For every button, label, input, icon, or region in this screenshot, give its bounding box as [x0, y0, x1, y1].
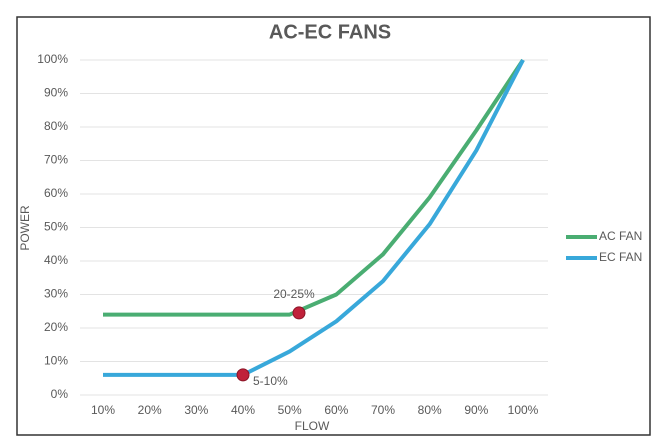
x-tick-label: 20% [138, 403, 162, 417]
x-tick-label: 90% [464, 403, 488, 417]
annotation-marker [236, 368, 250, 382]
x-tick-label: 100% [508, 403, 539, 417]
series-line [103, 59, 525, 377]
y-axis-label: POWER [18, 205, 32, 251]
series-line [103, 58, 525, 317]
annotation-label: 5-10% [253, 374, 288, 388]
legend-label: EC FAN [599, 250, 642, 264]
chart-border [16, 16, 651, 436]
y-tick-label: 90% [44, 86, 68, 100]
annotation-marker [292, 306, 306, 320]
x-tick-label: 30% [184, 403, 208, 417]
y-tick-label: 0% [51, 387, 69, 401]
y-tick-label: 60% [44, 186, 68, 200]
y-tick-label: 50% [44, 220, 68, 234]
x-tick-label: 60% [324, 403, 348, 417]
y-tick-label: 30% [44, 287, 68, 301]
annotation-label: 20-25% [273, 287, 315, 301]
x-tick-label: 50% [278, 403, 302, 417]
y-tick-label: 20% [44, 320, 68, 334]
x-tick-label: 40% [231, 403, 255, 417]
y-tick-label: 40% [44, 253, 68, 267]
y-tick-label: 100% [37, 52, 68, 66]
y-tick-label: 70% [44, 153, 68, 167]
x-tick-label: 80% [418, 403, 442, 417]
x-tick-label: 10% [91, 403, 115, 417]
x-axis-label: FLOW [295, 419, 330, 433]
chart-title: AC-EC FANS [269, 21, 391, 43]
legend-label: AC FAN [599, 229, 642, 243]
x-tick-label: 70% [371, 403, 395, 417]
y-tick-label: 80% [44, 119, 68, 133]
y-tick-label: 10% [44, 354, 68, 368]
